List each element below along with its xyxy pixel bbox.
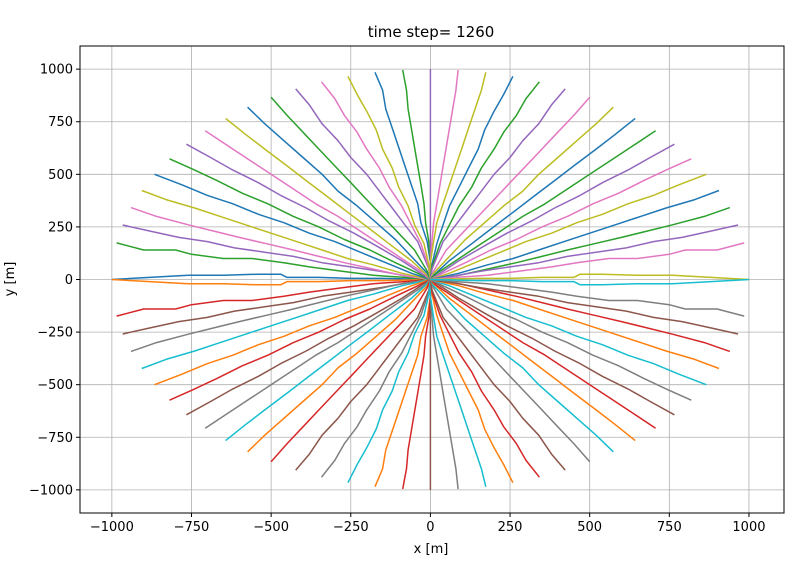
trajectory-line bbox=[430, 158, 692, 281]
trajectory-line bbox=[116, 242, 431, 281]
y-tick-label: 500 bbox=[48, 168, 73, 183]
trajectory-line bbox=[111, 278, 431, 286]
trajectory-line bbox=[429, 106, 614, 280]
trajectory-line bbox=[141, 278, 431, 370]
trajectory-line bbox=[430, 278, 692, 401]
trajectory-line bbox=[270, 96, 432, 280]
y-axis-label: y [m] bbox=[3, 262, 18, 297]
trajectory-line bbox=[186, 278, 431, 416]
trajectory-line bbox=[111, 273, 431, 281]
trajectory-line bbox=[429, 96, 591, 280]
trajectory-line bbox=[430, 278, 745, 317]
trajectory-line bbox=[130, 206, 431, 281]
y-tick-label: 1000 bbox=[40, 63, 73, 78]
trajectory-line bbox=[320, 279, 432, 478]
trajectory-line bbox=[429, 117, 636, 280]
trajectory-line bbox=[429, 279, 566, 471]
trajectory-line bbox=[270, 279, 432, 463]
trajectory-line bbox=[429, 130, 657, 281]
trajectory-line bbox=[225, 117, 431, 280]
x-tick-label: 1000 bbox=[732, 520, 765, 535]
trajectory-line bbox=[430, 278, 739, 335]
trajectory-line bbox=[430, 242, 745, 281]
y-tick-label: 0 bbox=[65, 273, 73, 288]
trajectory-line bbox=[429, 279, 614, 453]
trajectory-line bbox=[116, 278, 431, 317]
trajectory-line bbox=[295, 279, 432, 471]
trajectory-line bbox=[204, 278, 431, 429]
trajectory-line bbox=[374, 279, 432, 487]
trajectory-line bbox=[430, 278, 707, 386]
axis-ticks: −1000 −750 −500 −250 0 250 500 750 1000 −1000 −750… bbox=[29, 63, 765, 535]
x-tick-label: −1000 bbox=[90, 520, 134, 535]
trajectory-line bbox=[141, 189, 431, 281]
trajectory-line bbox=[154, 278, 431, 386]
x-axis-label: x [m] bbox=[414, 542, 449, 557]
trajectory-line bbox=[429, 88, 566, 280]
trajectory-line bbox=[169, 278, 431, 401]
trajectory-line bbox=[429, 279, 540, 478]
trajectory-line bbox=[430, 189, 720, 281]
trajectory-line bbox=[154, 173, 431, 281]
trajectory-line bbox=[347, 279, 432, 484]
y-tick-label: −500 bbox=[37, 378, 73, 393]
trajectory-line bbox=[430, 173, 707, 281]
trajectory-line bbox=[430, 278, 720, 370]
y-tick-label: −1000 bbox=[29, 483, 73, 498]
trajectory-line bbox=[295, 88, 432, 280]
x-tick-label: −500 bbox=[253, 520, 289, 535]
trajectory-line bbox=[430, 278, 750, 286]
trajectory-line bbox=[429, 279, 459, 490]
trajectory-line bbox=[429, 72, 487, 280]
trajectory-line bbox=[247, 279, 432, 453]
trajectory-line bbox=[429, 279, 636, 442]
trajectory-line bbox=[204, 130, 431, 281]
trajectory-line bbox=[430, 278, 731, 353]
trajectory-line bbox=[130, 278, 431, 353]
y-tick-label: 750 bbox=[48, 115, 73, 130]
trajectory-line bbox=[320, 81, 432, 280]
trajectory-line bbox=[430, 224, 739, 281]
trajectory-line bbox=[429, 278, 675, 416]
trajectory-line bbox=[429, 279, 514, 484]
trajectory-line bbox=[186, 143, 431, 281]
trajectory-line bbox=[429, 278, 657, 429]
x-tick-label: 500 bbox=[577, 520, 602, 535]
x-tick-label: 750 bbox=[657, 520, 682, 535]
trajectory-line bbox=[429, 279, 591, 463]
trajectory-line bbox=[401, 279, 432, 490]
trajectory-line bbox=[430, 206, 731, 281]
trajectory-line bbox=[429, 279, 487, 487]
trajectory-lines bbox=[111, 69, 750, 490]
trajectory-line bbox=[430, 273, 750, 281]
x-tick-label: 0 bbox=[426, 520, 434, 535]
y-tick-label: −750 bbox=[37, 431, 73, 446]
trajectory-line bbox=[225, 279, 431, 442]
trajectory-line bbox=[374, 72, 432, 280]
trajectory-line bbox=[169, 158, 431, 281]
trajectory-line bbox=[429, 75, 514, 280]
trajectory-line bbox=[429, 69, 459, 280]
x-tick-label: −250 bbox=[333, 520, 369, 535]
trajectory-line bbox=[401, 69, 432, 280]
trajectory-line bbox=[247, 106, 432, 280]
trajectory-line bbox=[429, 143, 675, 281]
y-tick-label: 250 bbox=[48, 220, 73, 235]
x-tick-label: −750 bbox=[174, 520, 210, 535]
trajectory-line bbox=[429, 81, 540, 280]
y-tick-label: −250 bbox=[37, 326, 73, 341]
chart-title: time step= 1260 bbox=[368, 23, 495, 41]
trajectory-line bbox=[347, 75, 432, 280]
x-tick-label: 250 bbox=[498, 520, 523, 535]
